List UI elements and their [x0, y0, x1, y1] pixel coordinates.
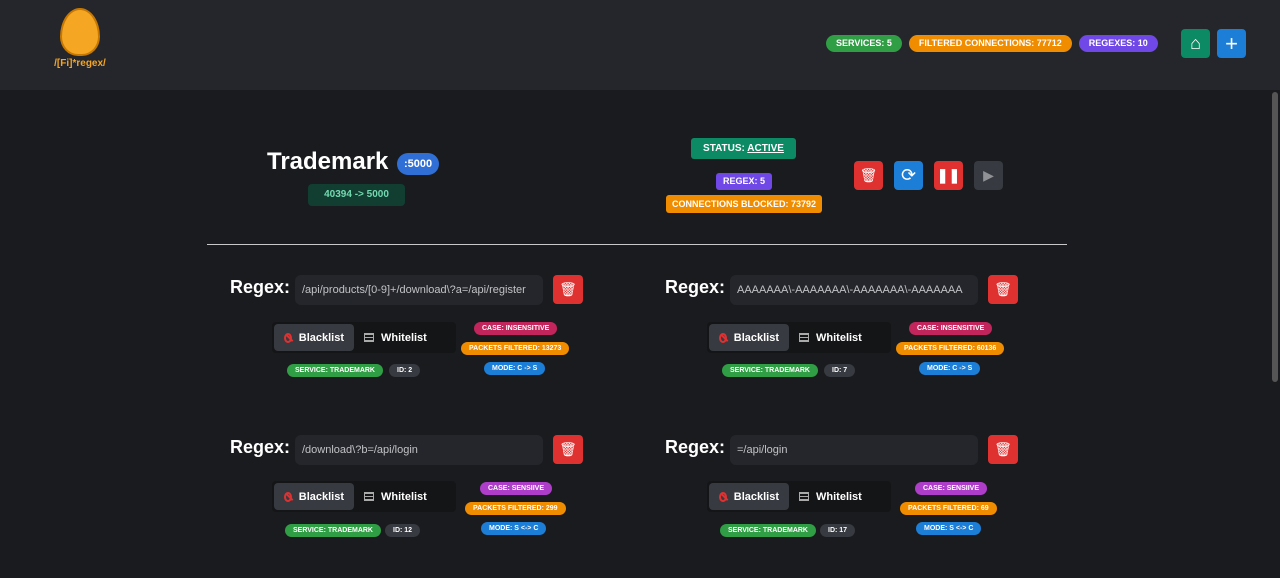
list-icon	[799, 333, 809, 342]
blacklist-option[interactable]: Blacklist	[274, 483, 354, 510]
status-label: STATUS:	[703, 143, 748, 154]
trash-icon: 🗑	[994, 281, 1012, 297]
home-icon: ⌂	[1190, 33, 1201, 53]
whitelist-label: Whitelist	[381, 490, 427, 503]
id-badge: ID: 17	[820, 524, 856, 537]
case-badge: CASE: INSENSITIVE	[474, 322, 558, 335]
delete-regex-button[interactable]: 🗑	[553, 435, 583, 464]
top-header: /[Fi]*regex/ SERVICES: 5 FILTERED CONNEC…	[0, 0, 1280, 90]
blacklist-whitelist-toggle: Blacklist Whitelist	[707, 322, 891, 353]
service-badge: SERVICE: TRADEMARK	[287, 364, 383, 377]
regex-label: Regex:	[665, 437, 726, 457]
trash-icon: 🗑	[994, 441, 1012, 457]
regex-input[interactable]: AAAAAAA\-AAAAAAA\-AAAAAAA\-AAAAAAA	[730, 275, 978, 305]
service-badge: SERVICE: TRADEMARK	[722, 364, 818, 377]
whitelist-option[interactable]: Whitelist	[354, 483, 437, 510]
packets-filtered-badge: PACKETS FILTERED: 13273	[461, 342, 570, 355]
restart-service-button[interactable]: ⟳	[894, 161, 923, 190]
add-service-button[interactable]: +	[1217, 29, 1246, 58]
packets-filtered-badge: PACKETS FILTERED: 69	[900, 502, 997, 515]
blacklist-label: Blacklist	[733, 331, 779, 344]
regex-card: Regex: /download\?b=/api/login 🗑 Blackli…	[230, 435, 590, 555]
whitelist-label: Whitelist	[816, 490, 862, 503]
regex-input[interactable]: /api/products/[0-9]+/download\?a=/api/re…	[295, 275, 543, 305]
list-icon	[799, 492, 809, 501]
id-badge: ID: 2	[389, 364, 421, 377]
service-badge: SERVICE: TRADEMARK	[720, 524, 816, 537]
regex-count-badge: REGEX: 5	[716, 173, 772, 190]
trash-icon: 🗑	[859, 167, 878, 183]
packets-filtered-badge: PACKETS FILTERED: 299	[465, 502, 566, 515]
trash-icon: 🗑	[559, 281, 577, 297]
port-badge: :5000	[397, 153, 440, 175]
delete-service-button[interactable]: 🗑	[854, 161, 883, 190]
blacklist-option[interactable]: Blacklist	[709, 483, 789, 510]
logo[interactable]: /[Fi]*regex/	[50, 8, 110, 69]
case-badge: CASE: SENSIIVE	[480, 482, 553, 495]
connections-blocked-badge: CONNECTIONS BLOCKED: 73792	[666, 195, 822, 213]
ban-icon	[284, 332, 292, 343]
packets-filtered-badge: PACKETS FILTERED: 60136	[896, 342, 1005, 355]
trash-icon: 🗑	[559, 441, 577, 457]
mode-badge: MODE: C -> S	[484, 362, 546, 375]
case-badge: CASE: SENSIIVE	[915, 482, 988, 495]
flame-logo-icon	[60, 8, 100, 56]
status-value: ACTIVE	[747, 143, 784, 154]
ban-icon	[719, 491, 727, 502]
ban-icon	[719, 332, 727, 343]
list-icon	[364, 333, 374, 342]
regex-card: Regex: /api/products/[0-9]+/download\?a=…	[230, 275, 590, 395]
status-badge: STATUS: ACTIVE	[691, 138, 796, 159]
pause-service-button[interactable]: ❚❚	[934, 161, 963, 190]
blacklist-option[interactable]: Blacklist	[709, 324, 789, 351]
regex-card: Regex: AAAAAAA\-AAAAAAA\-AAAAAAA\-AAAAAA…	[665, 275, 1025, 395]
case-badge: CASE: INSENSITIVE	[909, 322, 993, 335]
blacklist-whitelist-toggle: Blacklist Whitelist	[272, 322, 456, 353]
whitelist-option[interactable]: Whitelist	[789, 483, 872, 510]
play-icon: ▶	[983, 167, 994, 183]
regex-card: Regex: =/api/login 🗑 Blacklist Whitelist…	[665, 435, 1025, 555]
scrollbar[interactable]	[1272, 92, 1278, 382]
blacklist-whitelist-toggle: Blacklist Whitelist	[707, 481, 891, 512]
filtered-connections-badge: FILTERED CONNECTIONS: 77712	[908, 35, 1072, 52]
regexes-badge: REGEXES: 10	[1078, 35, 1158, 52]
service-name: Trademark	[267, 148, 389, 175]
id-badge: ID: 7	[824, 364, 856, 377]
plus-icon: +	[1225, 30, 1238, 56]
whitelist-label: Whitelist	[816, 331, 862, 344]
regex-label: Regex:	[230, 277, 291, 297]
mode-badge: MODE: S <-> C	[916, 522, 982, 535]
id-badge: ID: 12	[385, 524, 421, 537]
whitelist-label: Whitelist	[381, 331, 427, 344]
pause-icon: ❚❚	[936, 167, 961, 183]
start-service-button[interactable]: ▶	[974, 161, 1003, 190]
regex-input[interactable]: =/api/login	[730, 435, 978, 465]
mode-badge: MODE: C -> S	[919, 362, 981, 375]
delete-regex-button[interactable]: 🗑	[988, 435, 1018, 464]
delete-regex-button[interactable]: 🗑	[988, 275, 1018, 304]
services-badge: SERVICES: 5	[826, 35, 902, 52]
regex-input[interactable]: /download\?b=/api/login	[295, 435, 543, 465]
regex-label: Regex:	[230, 437, 291, 457]
blacklist-whitelist-toggle: Blacklist Whitelist	[272, 481, 456, 512]
whitelist-option[interactable]: Whitelist	[354, 324, 437, 351]
mode-badge: MODE: S <-> C	[481, 522, 547, 535]
whitelist-option[interactable]: Whitelist	[789, 324, 872, 351]
list-icon	[364, 492, 374, 501]
ban-icon	[284, 491, 292, 502]
delete-regex-button[interactable]: 🗑	[553, 275, 583, 304]
blacklist-option[interactable]: Blacklist	[274, 324, 354, 351]
regex-label: Regex:	[665, 277, 726, 297]
refresh-icon: ⟳	[900, 165, 917, 185]
blacklist-label: Blacklist	[733, 490, 779, 503]
blacklist-label: Blacklist	[298, 490, 344, 503]
home-button[interactable]: ⌂	[1181, 29, 1210, 58]
port-forward-badge: 40394 -> 5000	[308, 184, 405, 206]
service-badge: SERVICE: TRADEMARK	[285, 524, 381, 537]
logo-text: /[Fi]*regex/	[54, 58, 106, 69]
blacklist-label: Blacklist	[298, 331, 344, 344]
divider	[207, 244, 1067, 245]
